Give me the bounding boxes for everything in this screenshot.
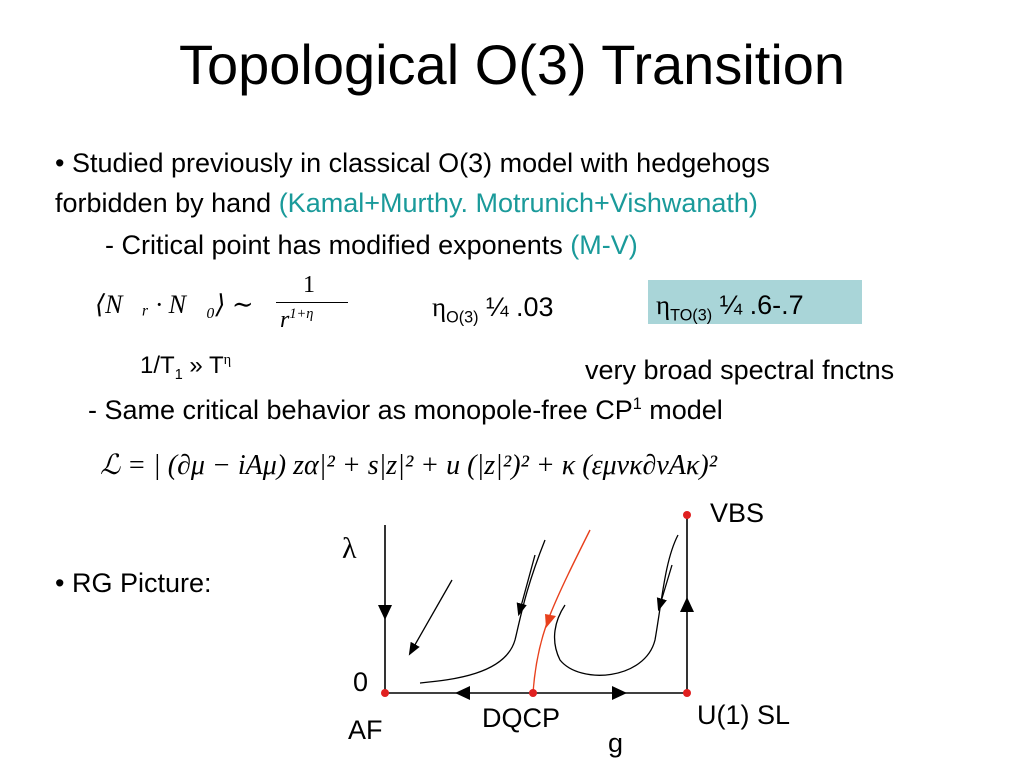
exponent: 1+η bbox=[289, 306, 314, 322]
rg-label: • RG Picture: bbox=[55, 568, 212, 598]
sub: O(3) bbox=[446, 308, 479, 327]
lambda-label: λ bbox=[342, 532, 357, 565]
u1sl-label: U(1) SL bbox=[697, 700, 791, 730]
base: r bbox=[280, 307, 290, 333]
flow-lines bbox=[408, 534, 679, 684]
eta-to3: ηTO(3) ¼ .6-.7 bbox=[648, 280, 862, 324]
correlator-lhs: ⟨N⃗ᵣ · N⃗₀⟩ ∼ bbox=[95, 290, 254, 319]
bullet-line: forbidden by hand (Kamal+Murthy. Motruni… bbox=[55, 188, 758, 219]
critical-arrow bbox=[545, 614, 556, 628]
arrows bbox=[378, 597, 694, 700]
eta-o3: ηO(3) ¼ .03 bbox=[432, 292, 554, 327]
sub-bullet: - Critical point has modified exponents … bbox=[105, 230, 638, 261]
relaxation: 1/T1 » Tη bbox=[140, 352, 231, 383]
sup: 1 bbox=[632, 395, 642, 413]
dqcp-label: DQCP bbox=[482, 703, 561, 733]
eta: η bbox=[656, 290, 671, 320]
text: - Same critical behavior as monopole-fre… bbox=[88, 395, 633, 425]
tail: model bbox=[641, 395, 723, 425]
zero-label: 0 bbox=[353, 667, 369, 697]
citation: (Kamal+Murthy. Motrunich+Vishwanath) bbox=[278, 188, 758, 218]
value: ¼ .6-.7 bbox=[719, 290, 804, 320]
denominator: r1+η bbox=[280, 306, 313, 334]
spectral-note: very broad spectral fnctns bbox=[585, 355, 895, 385]
numerator: 1 bbox=[303, 272, 315, 298]
lead: 1/T bbox=[140, 352, 175, 379]
g-label: g bbox=[608, 728, 624, 758]
sub: 1 bbox=[174, 366, 183, 383]
eta: η bbox=[432, 292, 447, 322]
value: ¼ .03 bbox=[486, 292, 554, 322]
mid: » T bbox=[182, 352, 224, 379]
lagrangian: ℒ = | (∂μ − iAμ) zα|² + s|z|² + u (|z|²)… bbox=[100, 450, 718, 481]
sup: η bbox=[223, 352, 232, 368]
fixed-points bbox=[381, 511, 691, 697]
title: Topological O(3) Transition bbox=[178, 33, 846, 96]
fraction-bar bbox=[276, 302, 348, 303]
af-label: AF bbox=[348, 715, 383, 745]
vbs-label: VBS bbox=[710, 498, 765, 528]
sub-bullet: - Same critical behavior as monopole-fre… bbox=[88, 395, 723, 426]
citation: (M-V) bbox=[570, 230, 638, 260]
text: - Critical point has modified exponents bbox=[105, 230, 563, 260]
bullet: • Studied previously in classical O(3) m… bbox=[55, 148, 770, 178]
text: forbidden by hand bbox=[55, 188, 272, 218]
sub: TO(3) bbox=[670, 306, 713, 325]
